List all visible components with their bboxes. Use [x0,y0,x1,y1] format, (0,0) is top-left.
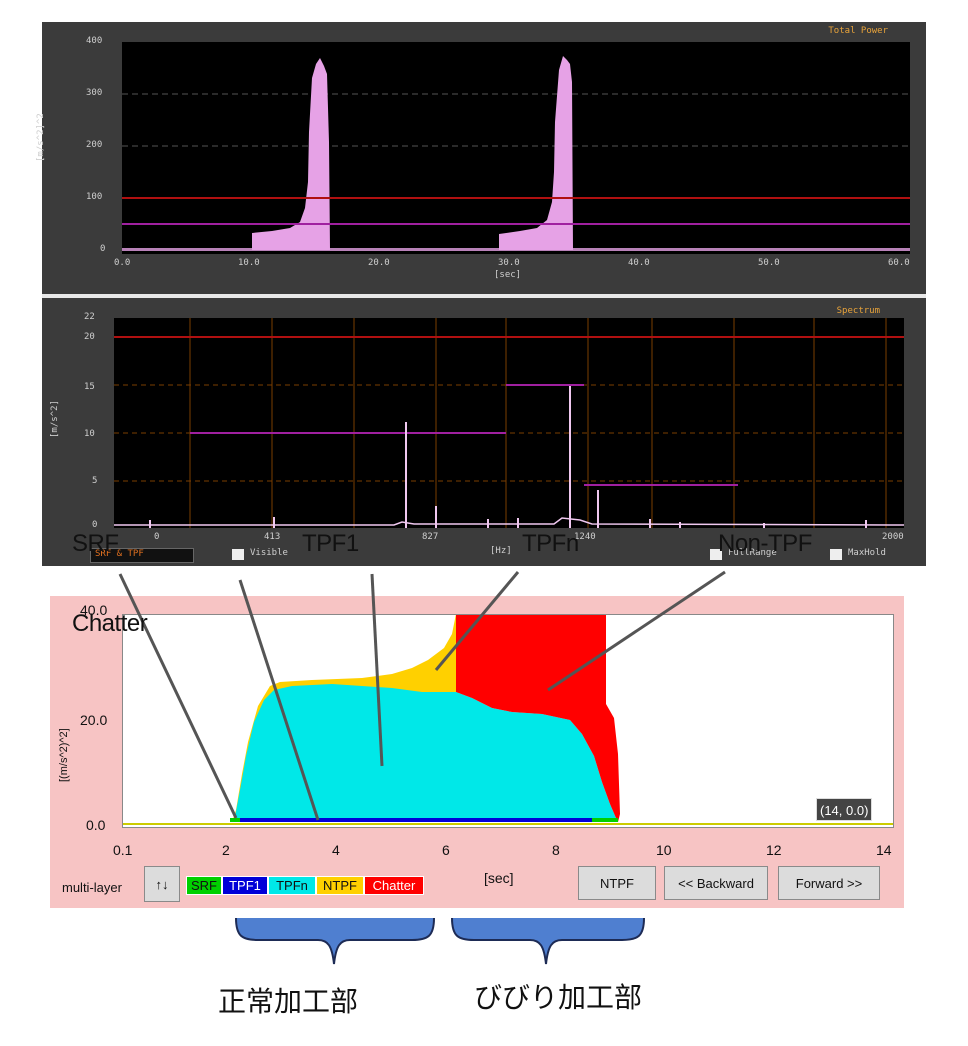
layer-toggle-button[interactable]: ↑↓ [144,866,180,902]
total-power-xtick-0: 0.0 [114,258,131,268]
visible-checkbox[interactable] [232,549,244,560]
coordinate-readout-text: (14, 0.0) [820,803,869,818]
srf-band [230,818,240,822]
multilayer-ytick-20: 20.0 [80,712,108,728]
callout-tpfn: TPFn [522,530,579,557]
spectrum-ytick-5: 5 [92,476,98,486]
sort-arrows-icon: ↑↓ [155,876,169,892]
spectrum-ytick-0: 0 [92,520,98,530]
callout-tpf1: TPF1 [302,530,359,557]
maxhold-checkbox[interactable] [830,549,842,560]
total-power-panel: Total Power [m/s^2]^2 400 300 200 100 0 … [36,22,926,294]
multilayer-xtick-14: 14 [876,842,892,858]
multilayer-plot [122,614,894,828]
spectrum-xtick-827: 827 [422,532,439,542]
brace-chatter [451,917,645,965]
total-power-ytick-300: 300 [86,88,103,98]
total-power-ylabel: [m/s^2]^2 [36,113,46,162]
panel-divider [42,294,926,298]
total-power-ytick-0: 0 [100,244,106,254]
maxhold-label: MaxHold [848,548,886,558]
multilayer-xtick-6: 6 [442,842,450,858]
multilayer-xtick-10: 10 [656,842,672,858]
spectrum-xtick-2000: 2000 [882,532,904,542]
label-normal-machining: 正常加工部 [218,985,359,1018]
total-power-ytick-400: 400 [86,36,103,46]
callout-chatter: Chatter [72,610,148,637]
multilayer-xtick-0: 0.1 [113,842,133,858]
total-power-ytick-200: 200 [86,140,103,150]
multilayer-ytick-top: 40.0 [80,602,108,618]
legend-ntpf[interactable]: NTPF [316,876,364,895]
spectrum-xtick-0: 0 [154,532,160,542]
multilayer-mode-label: multi-layer [62,880,122,895]
coordinate-readout: (14, 0.0) [816,798,873,821]
band-select-dropdown[interactable]: SRF & TPF [90,548,194,563]
multilayer-panel: [(m/s^2)^2] 40.0 20.0 0.0 (14, 0.0) 0.1 … [50,596,904,908]
visible-label: Visible [250,548,288,558]
legend-srf[interactable]: SRF [186,876,222,895]
srf-band-end [592,818,618,822]
spectrum-panel: Spectrum [m/s^2] 22 20 15 10 5 0 [42,298,926,566]
callout-srf: SRF [72,530,119,557]
total-power-plot [122,42,910,254]
fullrange-checkbox[interactable] [710,549,722,560]
spectrum-ytick-10: 10 [84,429,95,439]
legend-tpf1[interactable]: TPF1 [222,876,268,895]
fullrange-label: FullRange [728,548,777,558]
total-power-xtick-30: 30.0 [498,258,520,268]
spectrum-plot [114,318,904,528]
tpfn-area [234,684,618,822]
tpf1-band [240,818,610,822]
total-power-xtick-10: 10.0 [238,258,260,268]
spectrum-ytick-15: 15 [84,382,95,392]
backward-button[interactable]: << Backward [664,866,768,900]
total-power-title: Total Power [828,26,888,36]
legend-chatter[interactable]: Chatter [364,876,424,895]
label-chatter-machining: びびり加工部 [474,981,643,1014]
band-select-value: SRF & TPF [95,549,144,559]
multilayer-ytick-0: 0.0 [86,817,106,833]
region-braces [235,917,645,965]
spectrum-xtick-1240: 1240 [574,532,596,542]
spectrum-ytick-22: 22 [84,312,95,322]
multilayer-xtick-2: 2 [222,842,230,858]
legend: SRF TPF1 TPFn NTPF Chatter [186,876,424,895]
total-power-burst-2 [499,56,573,250]
total-power-xtick-50: 50.0 [758,258,780,268]
total-power-ytick-100: 100 [86,192,103,202]
multilayer-xlabel: [sec] [484,870,514,886]
total-power-xtick-20: 20.0 [368,258,390,268]
total-power-xtick-60: 60.0 [888,258,910,268]
total-power-xtick-40: 40.0 [628,258,650,268]
total-power-xlabel: [sec] [494,270,522,280]
brace-normal [235,917,435,965]
ntpf-button[interactable]: NTPF [578,866,656,900]
spectrum-ytick-20: 20 [84,332,95,342]
multilayer-xtick-4: 4 [332,842,340,858]
multilayer-xtick-12: 12 [766,842,782,858]
forward-button[interactable]: Forward >> [778,866,880,900]
total-power-burst-1 [252,58,330,250]
callout-non-tpf: Non-TPF [718,530,812,557]
spectrum-xtick-413: 413 [264,532,281,542]
spectrum-xlabel: [Hz] [490,546,512,556]
spectrum-title: Spectrum [836,306,880,316]
multilayer-ylabel: [(m/s^2)^2] [58,728,70,782]
spectrum-ylabel: [m/s^2] [50,400,60,438]
multilayer-xtick-8: 8 [552,842,560,858]
legend-tpfn[interactable]: TPFn [268,876,316,895]
